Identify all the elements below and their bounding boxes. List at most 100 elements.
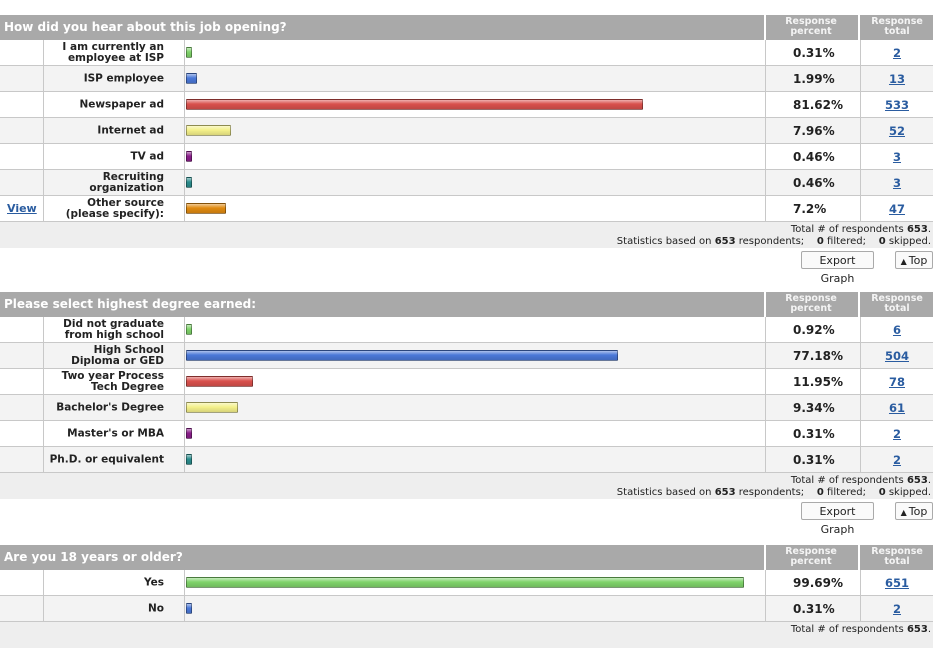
filtered-label: filtered; (827, 487, 866, 498)
answer-label: High School Diploma or GED (71, 343, 164, 367)
answer-label-cell: Did not graduate from high school (44, 317, 185, 342)
response-percent: 7.96% (793, 124, 835, 138)
respondents-label: Total # of respondents (790, 624, 904, 635)
response-total-link[interactable]: 533 (884, 98, 909, 112)
respondents-summary: Total # of respondents 653. (790, 475, 931, 486)
respondents-label: Total # of respondents (790, 224, 904, 235)
response-total-link[interactable]: 3 (892, 176, 901, 190)
percent-cell: 99.69% (766, 570, 861, 595)
action-buttons: Export Graph ▲ Top (0, 499, 933, 536)
answer-label: Two year Process Tech Degree (61, 369, 164, 393)
total-cell: 2 (861, 596, 933, 621)
response-percent: 0.92% (793, 323, 835, 337)
response-percent: 0.46% (793, 150, 835, 164)
question-header: Please select highest degree earned: Resp… (0, 292, 933, 317)
view-cell (0, 596, 44, 621)
survey-question: Are you 18 years or older? Response perce… (0, 545, 933, 648)
bar-cell (185, 421, 766, 446)
total-cell: 47 (861, 196, 933, 221)
stats-suffix: respondents; (738, 236, 805, 247)
filtered-label: filtered; (827, 236, 866, 247)
question-title: Please select highest degree earned: (4, 297, 257, 311)
filtered-count: 0 (816, 487, 824, 498)
view-cell (0, 343, 44, 368)
skipped-count: 0 (878, 236, 886, 247)
answer-row: Recruiting organization 0.46% 3 (0, 170, 933, 196)
bar-cell (185, 395, 766, 420)
total-cell: 13 (861, 66, 933, 91)
answer-row: Master's or MBA 0.31% 2 (0, 421, 933, 447)
response-percent: 0.31% (793, 602, 835, 616)
answer-label-cell: Other source (please specify): (44, 196, 185, 221)
top-button[interactable]: ▲ Top (895, 251, 933, 269)
answer-row: Bachelor's Degree 9.34% 61 (0, 395, 933, 421)
answer-row: View Other source (please specify): 7.2% 47 (0, 196, 933, 222)
response-total-link[interactable]: 52 (888, 124, 905, 138)
response-total-link[interactable]: 78 (888, 375, 905, 389)
response-total-link[interactable]: 504 (884, 349, 909, 363)
answer-row: Internet ad 7.96% 52 (0, 118, 933, 144)
response-percent: 11.95% (793, 375, 843, 389)
bar-cell (185, 40, 766, 65)
response-total-link[interactable]: 61 (888, 401, 905, 415)
answer-label-cell: Master's or MBA (44, 421, 185, 446)
stats-count: 653 (714, 487, 736, 498)
export-graph-button[interactable]: Export Graph (801, 251, 874, 285)
respondents-count: 653 (906, 475, 928, 486)
response-total-link[interactable]: 3 (892, 150, 901, 164)
stats-suffix: respondents; (738, 487, 805, 498)
answer-label-cell: Two year Process Tech Degree (44, 369, 185, 394)
answer-label-cell: TV ad (44, 144, 185, 169)
response-total-link[interactable]: 6 (892, 323, 901, 337)
question-header: How did you hear about this job opening?… (0, 15, 933, 40)
bar (186, 402, 238, 413)
respondents-label: Total # of respondents (790, 475, 904, 486)
answer-label: Yes (143, 576, 164, 588)
response-percent: 7.2% (793, 202, 827, 216)
statistics-summary: Statistics based on 653 respondents; 0 f… (617, 236, 931, 247)
survey-question: How did you hear about this job opening?… (0, 15, 933, 285)
header-response-percent: Response percent (785, 546, 837, 567)
up-triangle-icon: ▲ (900, 508, 907, 517)
answer-label: I am currently an employee at ISP (62, 40, 164, 64)
bar (186, 350, 618, 361)
export-graph-button[interactable]: Export Graph (801, 502, 874, 536)
bar-cell (185, 92, 766, 117)
view-link[interactable]: View (7, 202, 37, 215)
response-total-link[interactable]: 2 (892, 46, 901, 60)
bar-cell (185, 196, 766, 221)
bar (186, 428, 192, 439)
skipped-label: skipped. (888, 487, 931, 498)
answer-label: Newspaper ad (79, 98, 164, 110)
answer-row: Yes 99.69% 651 (0, 570, 933, 596)
response-total-link[interactable]: 2 (892, 453, 901, 467)
response-total-link[interactable]: 13 (888, 72, 905, 86)
response-total-link[interactable]: 47 (888, 202, 905, 216)
header-response-total: Response total (871, 16, 923, 37)
answer-label: Bachelor's Degree (56, 401, 164, 413)
skipped-count: 0 (878, 487, 886, 498)
top-button[interactable]: ▲ Top (895, 502, 933, 520)
percent-cell: 77.18% (766, 343, 861, 368)
percent-cell: 7.2% (766, 196, 861, 221)
percent-cell: 0.31% (766, 596, 861, 621)
bar-cell (185, 369, 766, 394)
bar-cell (185, 447, 766, 472)
bar (186, 376, 253, 387)
response-total-link[interactable]: 2 (892, 427, 901, 441)
bar (186, 603, 192, 614)
response-total-link[interactable]: 651 (884, 576, 909, 590)
stats-prefix: Statistics based on (616, 487, 712, 498)
answer-row: ISP employee 1.99% 13 (0, 66, 933, 92)
answer-label-cell: Ph.D. or equivalent (44, 447, 185, 472)
total-cell: 504 (861, 343, 933, 368)
answer-label-cell: Recruiting organization (44, 170, 185, 195)
bar (186, 454, 192, 465)
answer-label-cell: Bachelor's Degree (44, 395, 185, 420)
summary-footer: Total # of respondents 653. Statistics ba… (0, 222, 933, 248)
answer-label-cell: No (44, 596, 185, 621)
response-total-link[interactable]: 2 (892, 602, 901, 616)
header-divider (858, 545, 860, 570)
bar-cell (185, 144, 766, 169)
total-cell: 533 (861, 92, 933, 117)
